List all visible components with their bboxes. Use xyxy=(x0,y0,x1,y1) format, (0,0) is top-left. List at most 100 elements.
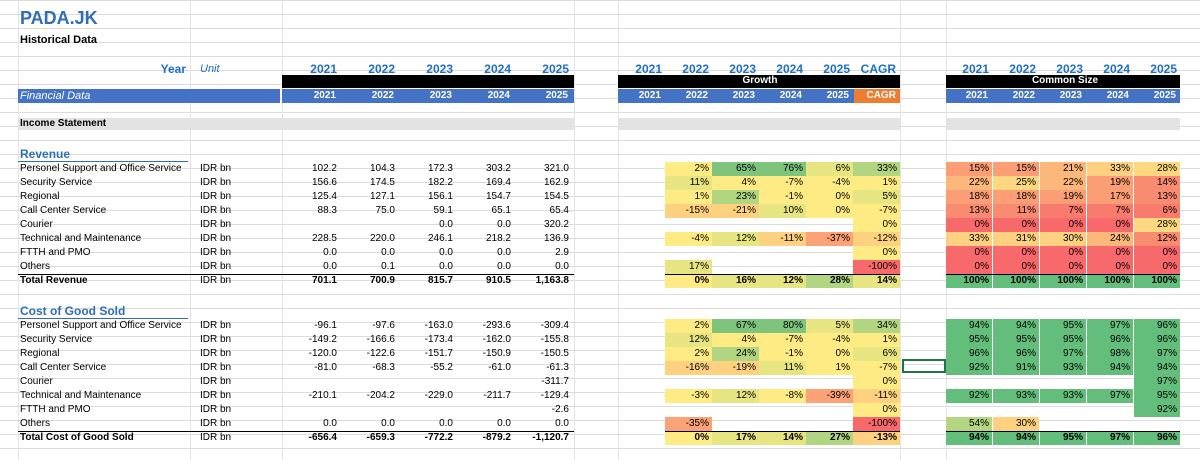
cogs-row-value[interactable]: -150.5 xyxy=(540,348,569,359)
cogs-row-common-size-cell[interactable] xyxy=(1040,403,1086,417)
revenue-total-row-value[interactable]: 815.7 xyxy=(427,275,453,286)
cogs-row-common-size-cell[interactable]: 97% xyxy=(1087,319,1133,333)
revenue-row-common-size-cell[interactable]: 13% xyxy=(1134,190,1180,204)
cogs-row-growth-cell[interactable]: -16% xyxy=(665,361,712,375)
cogs-row-value[interactable]: -68.3 xyxy=(372,362,395,373)
cogs-row-value[interactable]: -311.7 xyxy=(541,376,569,387)
cogs-row-growth-cell[interactable] xyxy=(712,375,759,389)
cogs-row-common-size-cell[interactable]: 92% xyxy=(946,361,992,375)
revenue-row-common-size-cell[interactable]: 7% xyxy=(1040,204,1086,218)
cogs-row-common-size-cell[interactable] xyxy=(946,403,992,417)
revenue-row-growth-cell[interactable]: -4% xyxy=(665,232,712,246)
revenue-row-common-size-cell[interactable]: 30% xyxy=(1040,232,1086,246)
cogs-row-growth-cell[interactable]: 12% xyxy=(665,333,712,347)
cogs-row-value[interactable]: -166.6 xyxy=(366,334,395,345)
revenue-row-common-size-cell[interactable]: 0% xyxy=(1040,260,1086,274)
cogs-row-common-size-cell[interactable]: 97% xyxy=(1040,347,1086,361)
cogs-row-value[interactable]: 0.0 xyxy=(381,418,395,429)
cogs-total-row-growth-cell[interactable]: 0% xyxy=(665,431,712,445)
revenue-row-value[interactable]: 0.0 xyxy=(439,219,453,230)
cogs-total-row-value[interactable]: -772.2 xyxy=(424,432,453,443)
cogs-total-row-common-size-cell[interactable]: 96% xyxy=(1134,431,1180,445)
revenue-row-growth-cell[interactable] xyxy=(806,260,853,274)
cogs-total-row-common-size-cell[interactable]: 94% xyxy=(993,431,1039,445)
cogs-row-growth-cell[interactable]: 4% xyxy=(712,333,759,347)
revenue-row-value[interactable]: 228.5 xyxy=(311,233,337,244)
cogs-row-common-size-cell[interactable]: 92% xyxy=(1134,403,1180,417)
selected-cell[interactable] xyxy=(902,359,946,373)
cogs-row-value[interactable]: -149.2 xyxy=(308,334,337,345)
revenue-row-value[interactable]: 75.0 xyxy=(375,205,395,216)
revenue-total-row-growth-cell[interactable]: 28% xyxy=(806,274,853,288)
cogs-row-growth-cell[interactable] xyxy=(806,417,853,431)
cogs-row-common-size-cell[interactable]: 92% xyxy=(946,389,992,403)
cogs-row-value[interactable]: -204.2 xyxy=(366,390,395,401)
cogs-row-growth-cell[interactable] xyxy=(759,375,806,389)
revenue-row-value[interactable]: 65.1 xyxy=(491,205,511,216)
cogs-row-value[interactable]: -81.0 xyxy=(314,362,337,373)
revenue-row-growth-cell[interactable] xyxy=(712,260,759,274)
cogs-row-growth-cell[interactable] xyxy=(759,417,806,431)
cogs-row-cagr-cell[interactable]: 0% xyxy=(853,403,900,417)
revenue-total-row-common-size-cell[interactable]: 100% xyxy=(1134,274,1180,288)
revenue-row-common-size-cell[interactable]: 13% xyxy=(946,204,992,218)
cogs-row-growth-cell[interactable]: 0% xyxy=(806,347,853,361)
cogs-row-growth-cell[interactable]: 12% xyxy=(712,389,759,403)
revenue-row-value[interactable]: 127.1 xyxy=(369,191,395,202)
cogs-row-common-size-cell[interactable]: 93% xyxy=(1040,361,1086,375)
revenue-row-growth-cell[interactable]: 65% xyxy=(712,162,759,176)
revenue-row-cagr-cell[interactable]: 1% xyxy=(853,176,900,190)
cogs-row-value[interactable]: -155.8 xyxy=(540,334,569,345)
revenue-row-common-size-cell[interactable]: 33% xyxy=(1087,162,1133,176)
cogs-row-common-size-cell[interactable]: 93% xyxy=(993,389,1039,403)
cogs-total-row-growth-cell[interactable]: 14% xyxy=(759,431,806,445)
revenue-row-cagr-cell[interactable]: -7% xyxy=(853,204,900,218)
revenue-row-value[interactable]: 174.5 xyxy=(369,177,395,188)
cogs-row-common-size-cell[interactable] xyxy=(1087,403,1133,417)
revenue-row-common-size-cell[interactable]: 19% xyxy=(1087,176,1133,190)
cogs-row-common-size-cell[interactable] xyxy=(946,375,992,389)
revenue-row-value[interactable]: 102.2 xyxy=(311,163,337,174)
cogs-row-common-size-cell[interactable]: 54% xyxy=(946,417,992,431)
cogs-row-value[interactable]: -2.6 xyxy=(551,404,569,415)
cogs-row-growth-cell[interactable]: 2% xyxy=(665,319,712,333)
revenue-row-common-size-cell[interactable]: 6% xyxy=(1134,204,1180,218)
revenue-row-common-size-cell[interactable]: 15% xyxy=(946,162,992,176)
cogs-row-growth-cell[interactable]: -8% xyxy=(759,389,806,403)
cogs-total-row-common-size-cell[interactable]: 94% xyxy=(946,431,992,445)
cogs-row-value[interactable]: -122.6 xyxy=(366,348,395,359)
cogs-row-common-size-cell[interactable]: 96% xyxy=(1134,319,1180,333)
revenue-row-value[interactable]: 0.0 xyxy=(439,247,453,258)
revenue-row-common-size-cell[interactable]: 0% xyxy=(1040,218,1086,232)
cogs-row-cagr-cell[interactable]: 1% xyxy=(853,333,900,347)
cogs-row-value[interactable]: -211.7 xyxy=(483,390,511,401)
revenue-row-growth-cell[interactable]: -21% xyxy=(712,204,759,218)
revenue-total-row-common-size-cell[interactable]: 100% xyxy=(993,274,1039,288)
revenue-row-value[interactable]: 154.7 xyxy=(485,191,511,202)
cogs-row-growth-cell[interactable]: -19% xyxy=(712,361,759,375)
revenue-row-common-size-cell[interactable]: 0% xyxy=(993,260,1039,274)
revenue-row-growth-cell[interactable]: 76% xyxy=(759,162,806,176)
cogs-row-growth-cell[interactable] xyxy=(759,403,806,417)
revenue-row-growth-cell[interactable]: 10% xyxy=(759,204,806,218)
revenue-row-common-size-cell[interactable]: 0% xyxy=(1040,246,1086,260)
cogs-row-common-size-cell[interactable] xyxy=(1040,375,1086,389)
cogs-row-common-size-cell[interactable] xyxy=(993,403,1039,417)
revenue-total-row-common-size-cell[interactable]: 100% xyxy=(1087,274,1133,288)
cogs-row-common-size-cell[interactable]: 97% xyxy=(1134,375,1180,389)
cogs-row-common-size-cell[interactable]: 94% xyxy=(1134,361,1180,375)
cogs-total-row-common-size-cell[interactable]: 95% xyxy=(1040,431,1086,445)
revenue-row-value[interactable]: 169.4 xyxy=(485,177,511,188)
cogs-row-common-size-cell[interactable]: 94% xyxy=(1087,361,1133,375)
revenue-row-value[interactable]: 246.1 xyxy=(427,233,453,244)
revenue-row-growth-cell[interactable]: -11% xyxy=(759,232,806,246)
cogs-row-growth-cell[interactable]: 5% xyxy=(806,319,853,333)
revenue-row-value[interactable]: 59.1 xyxy=(433,205,453,216)
revenue-row-growth-cell[interactable] xyxy=(665,218,712,232)
cogs-row-common-size-cell[interactable]: 95% xyxy=(1134,389,1180,403)
cogs-row-value[interactable]: -61.0 xyxy=(488,362,511,373)
cogs-row-value[interactable]: -97.6 xyxy=(372,320,395,331)
revenue-row-growth-cell[interactable]: -1% xyxy=(759,190,806,204)
revenue-row-value[interactable]: 220.0 xyxy=(369,233,395,244)
cogs-row-growth-cell[interactable]: 1% xyxy=(806,361,853,375)
